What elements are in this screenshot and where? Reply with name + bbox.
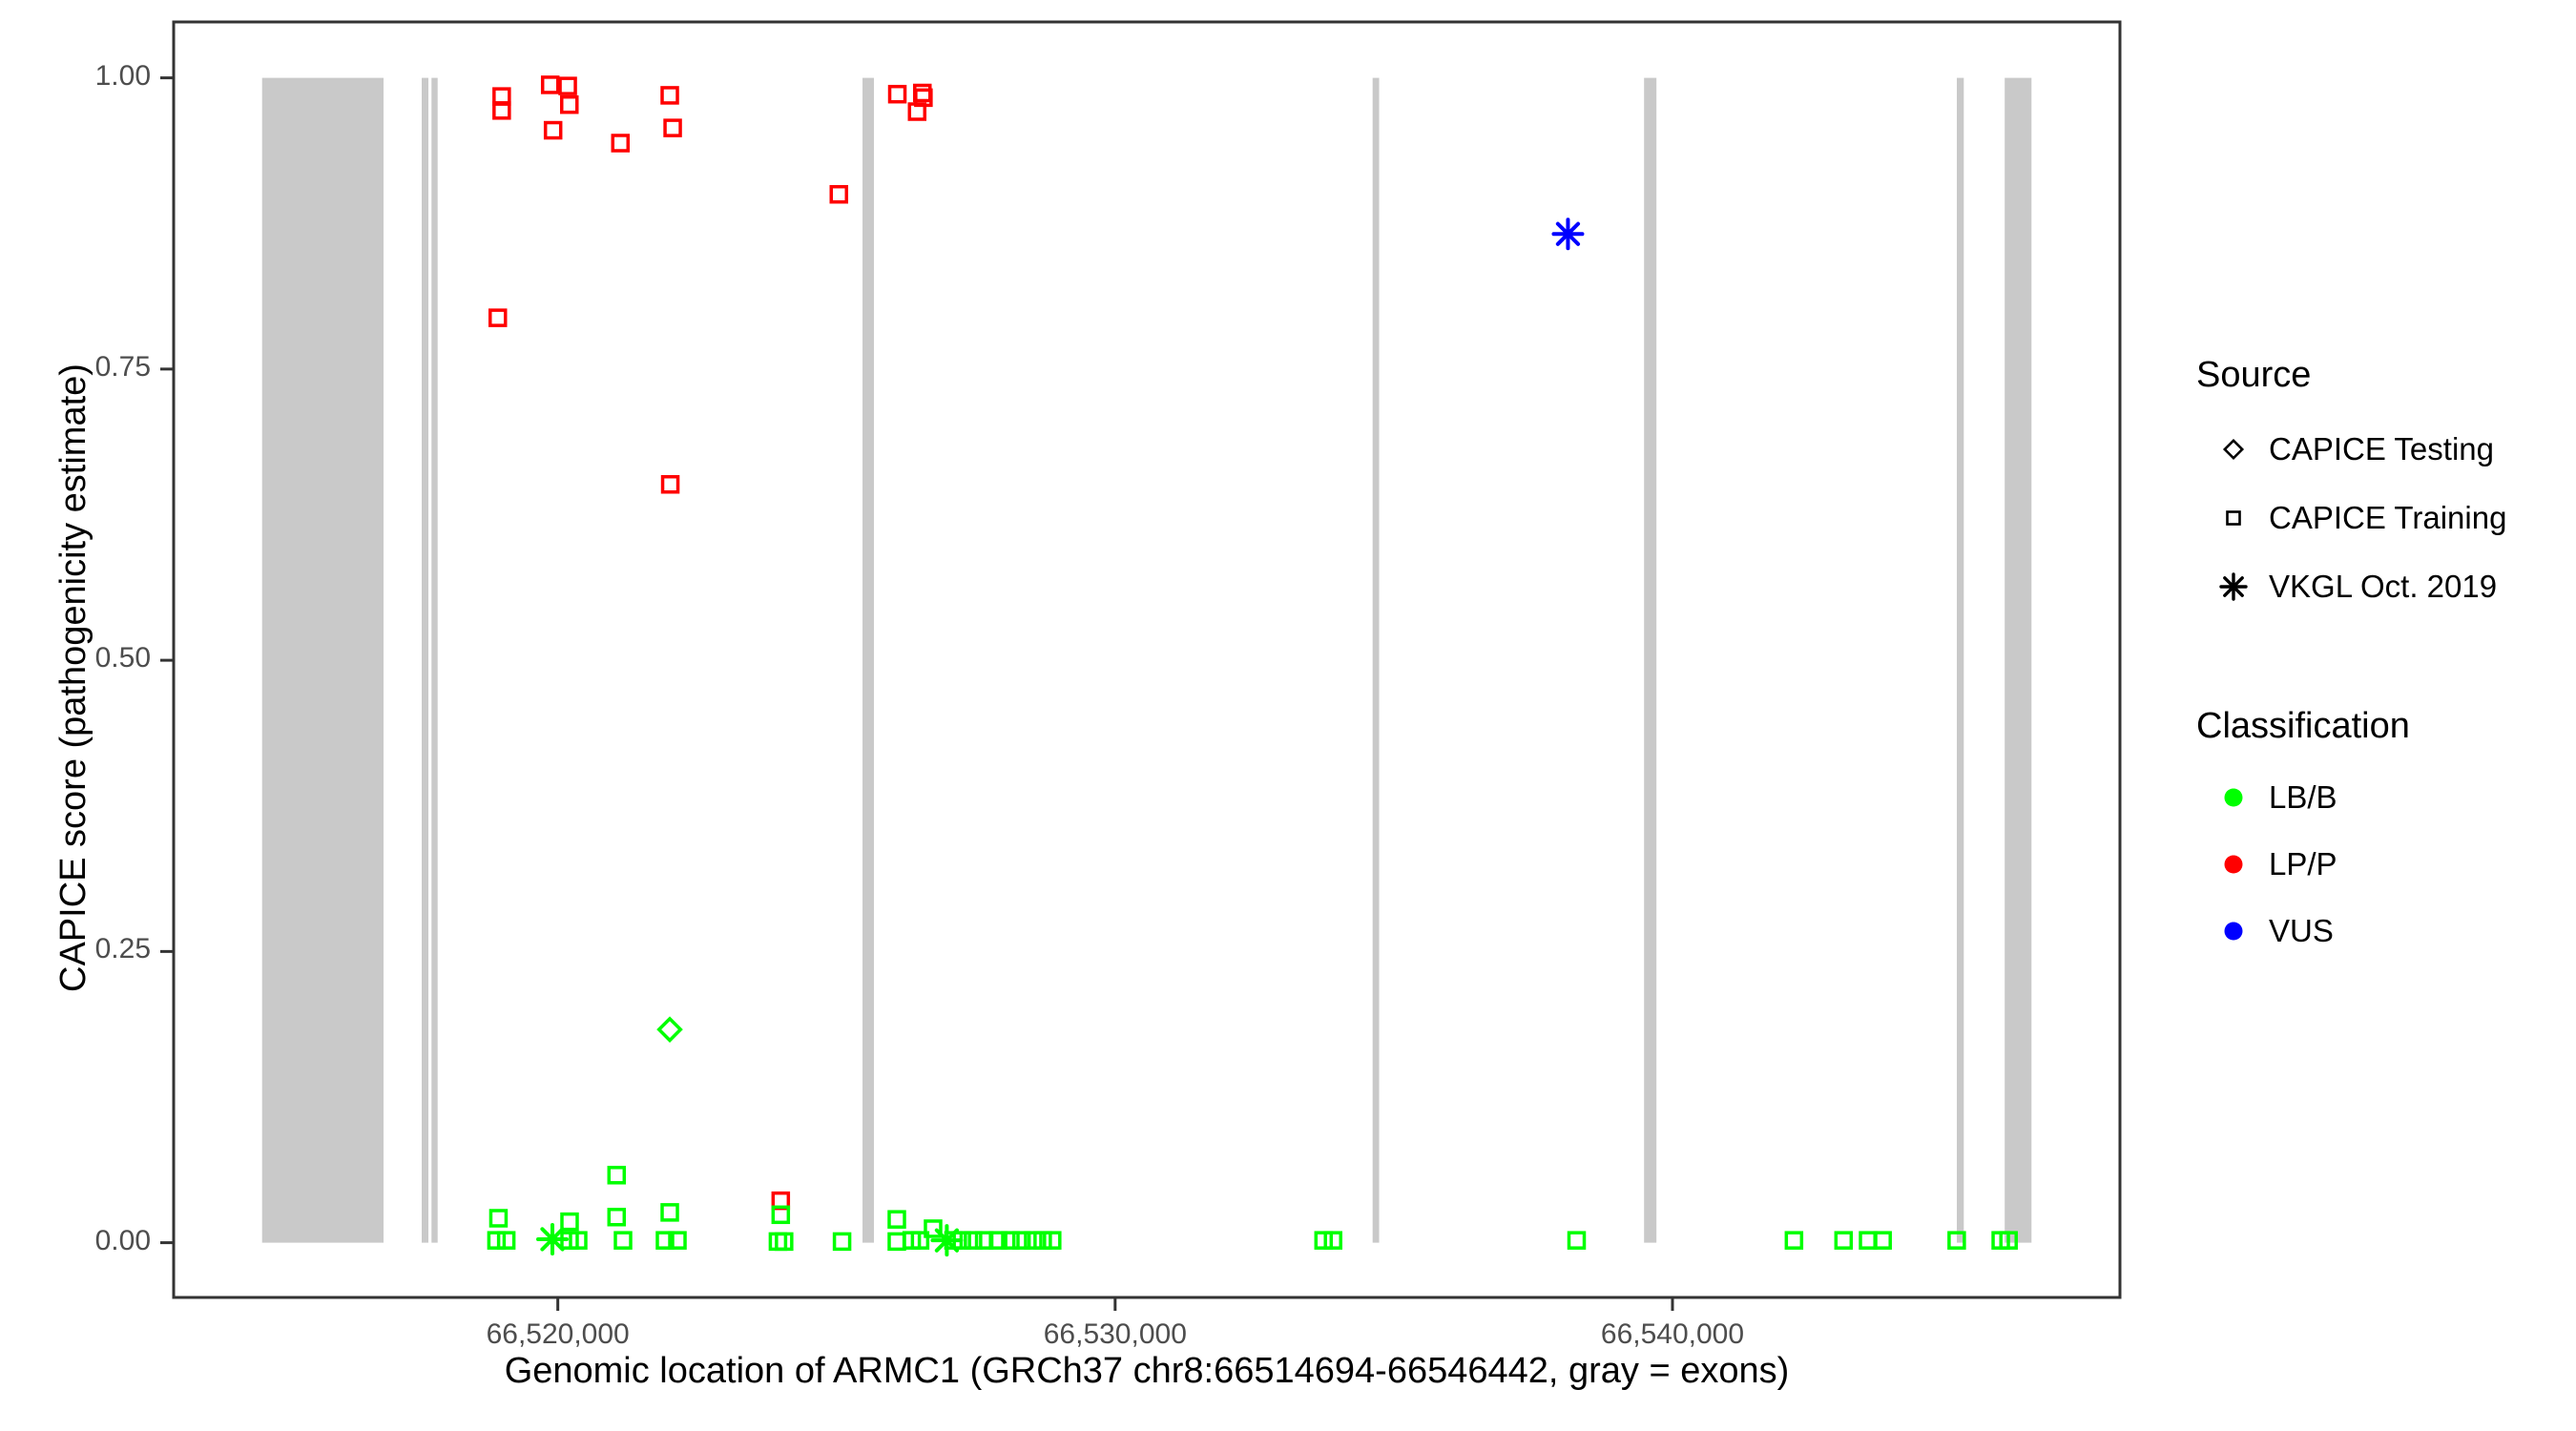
data-point-square — [829, 184, 849, 204]
exon-band — [1644, 77, 1657, 1243]
legend-item-classification: LP/P — [2212, 840, 2337, 889]
y-axis-tick-label: 0.50 — [94, 642, 151, 674]
legend-item-label: CAPICE Training — [2269, 500, 2507, 535]
data-point-square — [496, 1231, 516, 1250]
data-point-square — [1001, 1231, 1020, 1250]
data-point-square — [924, 1219, 943, 1238]
legend-classification-title: Classification — [2196, 706, 2410, 746]
y-axis-tick-label: 1.00 — [94, 59, 151, 92]
data-point-square — [660, 1203, 679, 1222]
data-point-square — [1323, 1231, 1342, 1250]
data-point-square — [1873, 1231, 1892, 1250]
data-point-square — [1567, 1231, 1587, 1250]
data-point-square — [988, 1231, 1008, 1250]
data-point-square — [887, 1210, 906, 1229]
legend-item-source: VKGL Oct. 2019 — [2212, 562, 2497, 612]
data-point-square — [910, 1231, 930, 1250]
x-axis-tick-label: 66,530,000 — [1043, 1318, 1187, 1350]
y-axis-tick-label: 0.75 — [94, 350, 151, 383]
data-point-square — [492, 101, 511, 120]
data-point-square — [1834, 1231, 1854, 1250]
data-point-square — [607, 1166, 627, 1185]
legend-source-title: Source — [2196, 355, 2312, 395]
data-point-square — [1043, 1231, 1062, 1250]
data-point-square — [775, 1232, 794, 1252]
data-point-square — [488, 1209, 509, 1228]
circle-legend-icon — [2224, 788, 2243, 807]
data-point-asterisk — [930, 1224, 964, 1257]
x-axis-tick-label: 66,540,000 — [1600, 1318, 1745, 1350]
legend-item-label: CAPICE Testing — [2269, 431, 2494, 467]
data-point-diamond — [656, 1016, 683, 1043]
legend-item-classification: VUS — [2212, 906, 2334, 956]
data-point-square — [1784, 1231, 1804, 1250]
data-point-square — [611, 134, 631, 153]
data-point-square — [668, 1231, 687, 1250]
data-point-square — [1033, 1231, 1052, 1250]
data-point-square — [1314, 1231, 1334, 1250]
x-axis-title: Genomic location of ARMC1 (GRCh37 chr8:6… — [504, 1351, 1790, 1391]
data-point-square — [771, 1205, 791, 1225]
legend-item-label: LB/B — [2269, 779, 2337, 815]
data-point-square — [560, 94, 579, 114]
legend-item-label: VUS — [2269, 913, 2334, 948]
data-point-square — [560, 1212, 579, 1232]
data-point-square — [1024, 1231, 1043, 1250]
legend-item-classification: LB/B — [2212, 773, 2337, 822]
exon-band — [1957, 77, 1964, 1243]
data-point-square — [964, 1231, 983, 1250]
data-point-square — [832, 1232, 852, 1252]
data-point-square — [914, 88, 933, 108]
data-point-square — [558, 76, 577, 95]
y-axis-tick-label: 0.25 — [94, 933, 151, 965]
data-point-asterisk — [535, 1222, 569, 1255]
y-axis-title: CAPICE score (pathogenicity estimate) — [53, 363, 93, 992]
data-point-square — [1947, 1231, 1966, 1250]
data-point-square — [540, 75, 560, 94]
circle-legend-icon — [2224, 922, 2243, 941]
square-legend-icon — [2226, 510, 2241, 526]
data-point-square — [660, 474, 680, 494]
circle-legend-icon — [2224, 855, 2243, 874]
data-point-square — [887, 1232, 906, 1252]
data-point-square — [660, 86, 679, 105]
x-axis-tick-label: 66,520,000 — [486, 1318, 630, 1350]
legend-item-label: LP/P — [2269, 846, 2337, 881]
data-point-square — [887, 84, 907, 104]
exon-band — [862, 77, 874, 1243]
data-point-square — [1011, 1231, 1031, 1250]
data-point-square — [655, 1231, 675, 1250]
legend-item-source: CAPICE Testing — [2212, 425, 2494, 474]
exon-band — [1372, 77, 1380, 1243]
exon-band — [261, 77, 384, 1243]
diamond-legend-icon — [2222, 438, 2245, 461]
data-point-square — [488, 308, 508, 327]
exon-band — [431, 77, 438, 1243]
data-point-square — [607, 1208, 627, 1227]
legend-item-label: VKGL Oct. 2019 — [2269, 569, 2498, 604]
exon-band — [2005, 77, 2032, 1243]
data-point-square — [487, 1231, 507, 1250]
data-point-square — [569, 1231, 588, 1250]
legend-item-source: CAPICE Training — [2212, 493, 2506, 543]
data-point-square — [663, 118, 682, 137]
data-point-square — [1999, 1231, 2018, 1250]
data-point-asterisk — [1551, 218, 1585, 251]
panel-border — [172, 20, 2122, 1299]
asterisk-legend-icon — [2219, 572, 2248, 601]
data-point-square — [613, 1231, 633, 1250]
exon-band — [422, 77, 429, 1243]
y-axis-tick-label: 0.00 — [94, 1224, 151, 1256]
data-point-square — [543, 120, 563, 140]
